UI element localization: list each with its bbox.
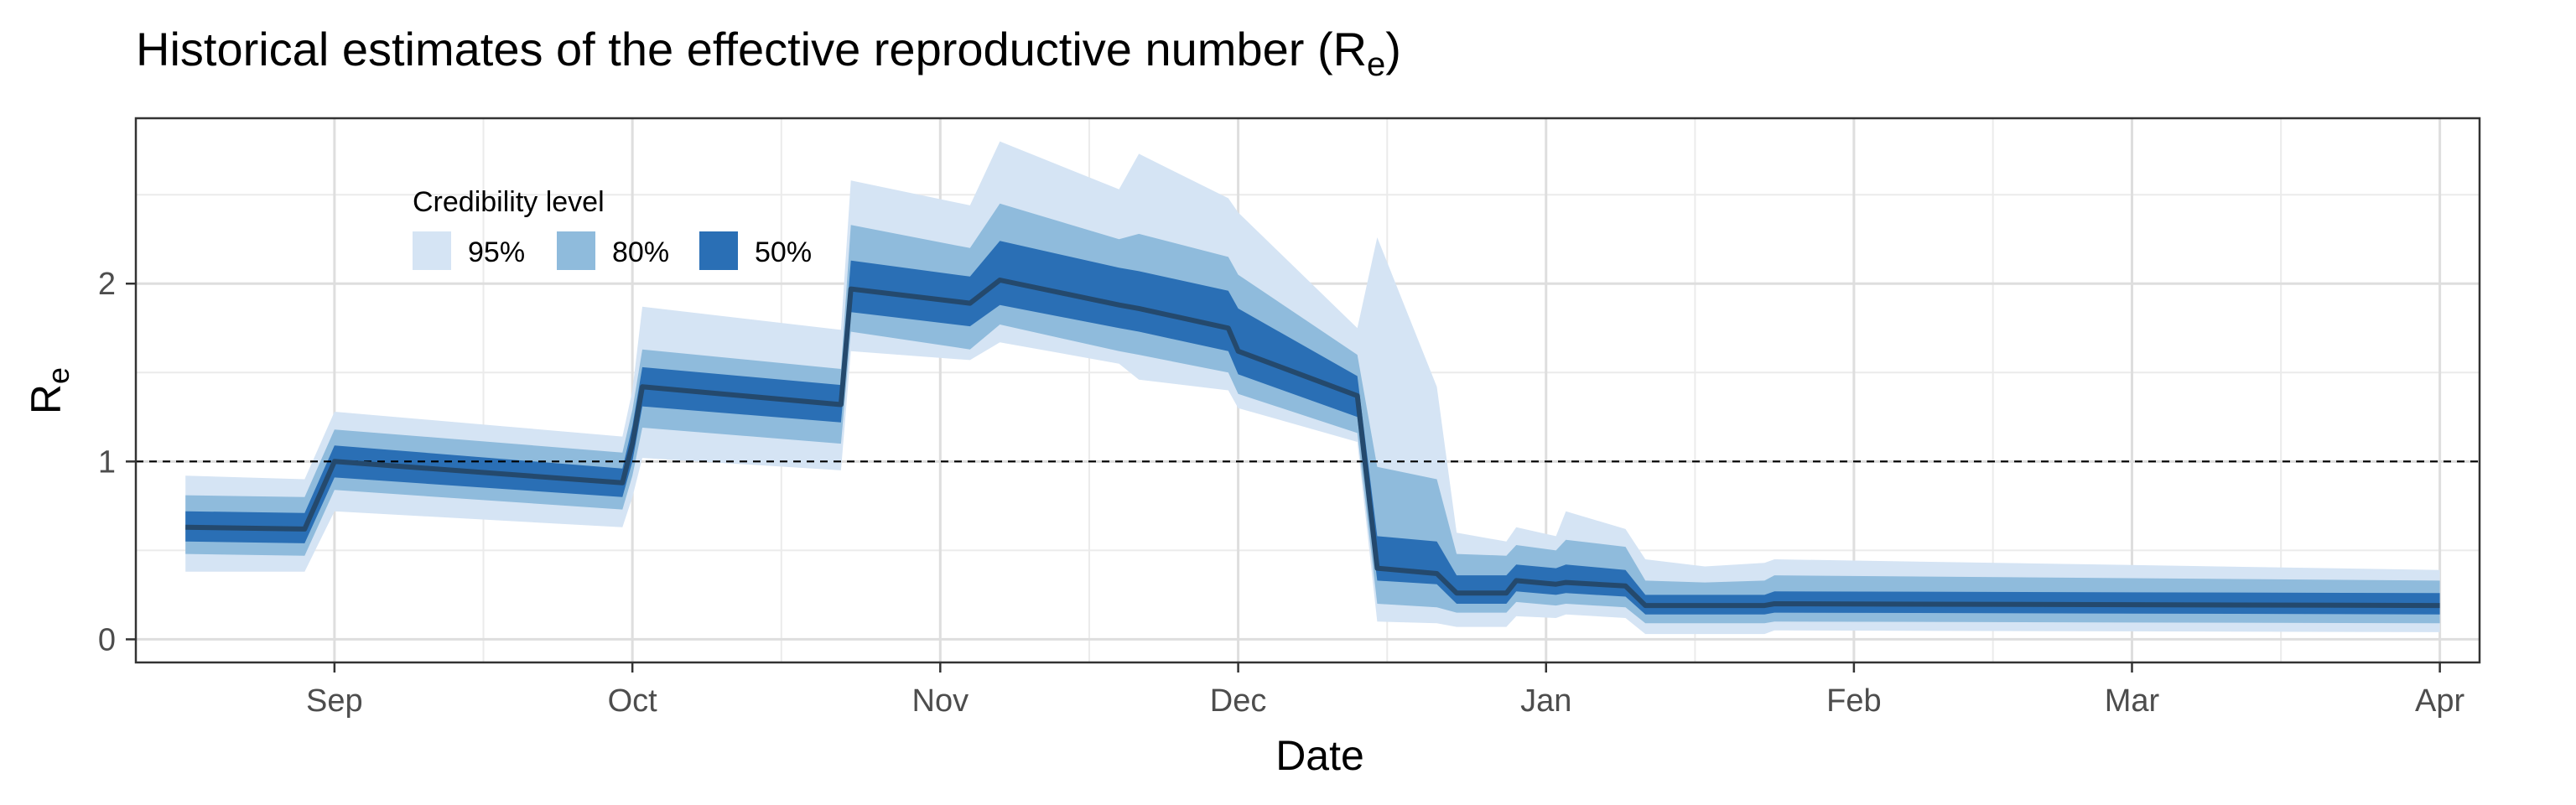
y-tick-label: 0 — [98, 622, 116, 657]
y-axis: 0 1 2 — [98, 267, 136, 657]
legend-swatch-95 — [413, 231, 451, 270]
legend-title: Credibility level — [413, 186, 605, 218]
chart-title: Historical estimates of the effective re… — [136, 23, 1401, 83]
chart-title-subscript: e — [1367, 46, 1385, 83]
band-80 — [185, 203, 2440, 624]
x-tick-label: Sep — [306, 683, 363, 719]
legend-label-95: 95% — [468, 236, 525, 268]
x-tick-label: Dec — [1210, 683, 1267, 719]
x-axis-title: Date — [1275, 732, 1364, 779]
plot-border — [134, 117, 2481, 664]
x-tick-label: Mar — [2105, 683, 2160, 719]
x-tick-label: Feb — [1826, 683, 1881, 719]
x-tick-label: Apr — [2415, 683, 2464, 719]
legend-swatch-80 — [557, 231, 595, 270]
x-tick-label: Nov — [912, 683, 969, 719]
x-tick-label: Jan — [1520, 683, 1571, 719]
median-line — [185, 278, 2440, 609]
legend: Credibility level 95% 80% 50% — [413, 186, 812, 270]
legend-swatch-50 — [699, 231, 738, 270]
y-tick-label: 1 — [98, 444, 116, 480]
x-axis: Sep Oct Nov Dec Jan Feb Mar Apr — [306, 662, 2465, 719]
x-tick-label: Oct — [608, 683, 658, 719]
y-tick-label: 2 — [98, 267, 116, 302]
y-axis-title: Re — [23, 367, 75, 414]
chart-title-suffix: ) — [1385, 23, 1401, 75]
chart-title-text: Historical estimates of the effective re… — [136, 23, 1367, 75]
legend-label-80: 80% — [612, 236, 669, 268]
legend-label-50: 50% — [755, 236, 812, 268]
y-axis-title-subscript: e — [41, 367, 75, 384]
y-axis-title-text: R — [23, 384, 70, 414]
